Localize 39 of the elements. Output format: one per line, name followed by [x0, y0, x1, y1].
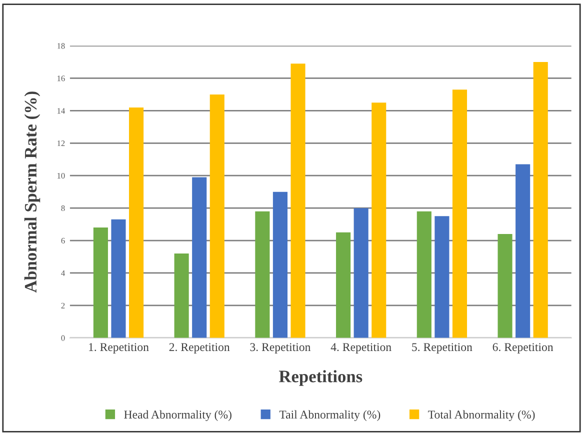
- bar: [434, 216, 450, 338]
- bar: [516, 164, 530, 338]
- bar: [354, 208, 368, 338]
- bar: [416, 211, 432, 338]
- bar: [174, 254, 189, 338]
- bar: [336, 232, 351, 338]
- legend-label: Tail Abnormality (%): [279, 410, 380, 422]
- x-tick-label: 2. Repetition: [169, 343, 230, 354]
- bar: [192, 177, 207, 338]
- bar: [498, 234, 512, 338]
- bar: [533, 62, 548, 338]
- x-tick-label: 3. Repetition: [250, 343, 311, 354]
- x-tick-label: 6. Repetition: [492, 343, 554, 354]
- legend-label: Head Abnormality (%): [124, 410, 232, 422]
- legend-label: Total Abnormality (%): [428, 410, 535, 422]
- bar: [290, 64, 306, 338]
- y-tick-label: 2: [61, 302, 65, 308]
- y-tick-label: 8: [61, 205, 65, 212]
- y-tick-label: 6: [61, 238, 65, 244]
- bar: [93, 228, 108, 338]
- x-tick-label: 1. Repetition: [89, 343, 149, 354]
- x-tick-label: 5. Repetition: [412, 343, 472, 354]
- bar: [272, 192, 288, 338]
- y-tick-label: 12: [58, 140, 65, 146]
- bar: [210, 94, 224, 338]
- bar: [372, 102, 386, 338]
- y-axis-title: Abnormal Sperm Rate (%): [24, 92, 40, 293]
- bar: [111, 219, 126, 338]
- bar: [452, 90, 468, 338]
- y-tick-label: 0: [61, 335, 65, 341]
- y-tick-label: 16: [58, 76, 65, 82]
- y-tick-label: 10: [58, 172, 65, 179]
- bar: [255, 211, 270, 338]
- y-tick-label: 18: [58, 43, 65, 49]
- x-tick-label: 4. Repetition: [330, 343, 392, 354]
- bar: [128, 107, 144, 338]
- y-tick-label: 14: [58, 108, 65, 114]
- x-axis-title: Repetitions: [278, 370, 362, 386]
- y-tick-label: 4: [61, 270, 65, 276]
